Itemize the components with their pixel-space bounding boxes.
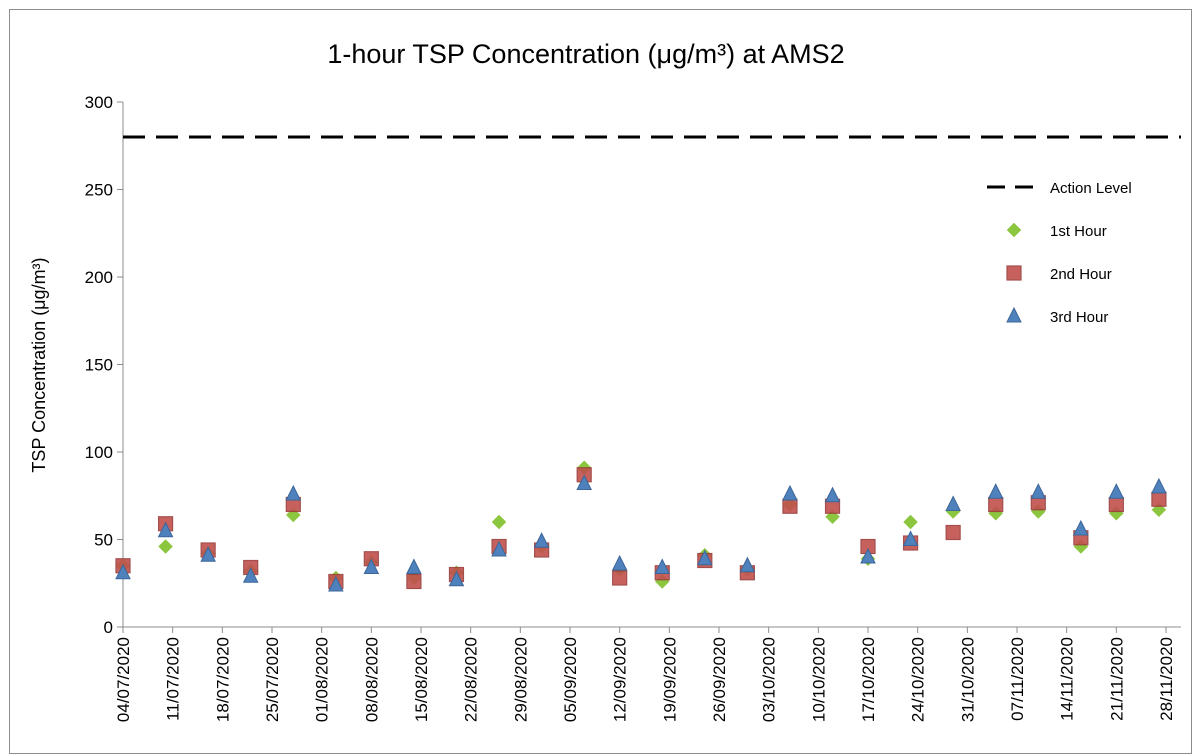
legend-2nd-hour-swatch: [1006, 265, 1022, 281]
legend-3rd-hour-swatch: [1006, 306, 1022, 323]
axes: 0 50 100 150 200 250 300 04/07/2020 11/07/2020 18…: [85, 93, 1181, 722]
point-3rd-hour: [824, 486, 841, 503]
x-tick-label: 12/09/2020: [611, 637, 630, 722]
x-tick-label: 24/10/2020: [909, 637, 928, 722]
x-tick-label: 15/08/2020: [412, 637, 431, 722]
x-tick-label: 10/10/2020: [809, 637, 828, 722]
point-3rd-hour: [902, 530, 919, 546]
legend-2nd-hour-label: 2nd Hour: [1050, 266, 1112, 283]
point-2nd-hour: [612, 570, 628, 586]
point-3rd-hour: [285, 484, 302, 501]
point-2nd-hour: [1108, 496, 1124, 513]
point-2nd-hour: [1151, 491, 1167, 507]
point-3rd-hour: [157, 521, 174, 538]
legend-1st-hour-label: 1st Hour: [1050, 223, 1107, 240]
point-3rd-hour: [1151, 477, 1167, 494]
point-3rd-hour: [860, 547, 876, 564]
point-3rd-hour: [576, 474, 592, 490]
x-tick-label: 22/08/2020: [462, 637, 481, 722]
x-tick-label: 25/07/2020: [263, 637, 282, 722]
y-tick-label: 0: [104, 618, 113, 637]
y-tick-label: 100: [85, 443, 113, 462]
x-tick-label: 18/07/2020: [213, 637, 232, 722]
point-3rd-hour: [1108, 483, 1125, 499]
x-tick-label: 29/08/2020: [511, 637, 530, 722]
point-3rd-hour: [491, 540, 507, 557]
y-tick-label: 200: [85, 268, 113, 287]
point-3rd-hour: [1030, 483, 1047, 499]
point-3rd-hour: [987, 483, 1004, 499]
point-3rd-hour: [363, 558, 380, 574]
x-tick-label: 19/09/2020: [660, 637, 679, 722]
point-3rd-hour: [448, 570, 465, 587]
x-tick-label: 01/08/2020: [313, 637, 332, 722]
x-tick-label: 21/11/2020: [1107, 637, 1126, 721]
y-tick-label: 150: [85, 356, 113, 375]
data-marks: [115, 135, 1181, 592]
x-tick-label: 31/10/2020: [958, 637, 977, 722]
x-tick-label: 17/10/2020: [859, 637, 878, 722]
point-3rd-hour: [611, 554, 628, 571]
point-3rd-hour: [115, 563, 131, 580]
point-3rd-hour: [782, 484, 798, 501]
legend-action-level-label: Action Level: [1050, 180, 1132, 197]
point-3rd-hour: [406, 558, 422, 574]
legend-1st-hour-swatch: [1006, 222, 1022, 238]
x-tick-label: 26/09/2020: [710, 637, 729, 722]
chart-area: [9, 9, 1192, 754]
point-3rd-hour: [328, 575, 344, 592]
point-1st-hour: [903, 514, 918, 530]
x-tick-label: 05/09/2020: [561, 637, 580, 722]
point-3rd-hour: [533, 532, 550, 548]
y-tick-label: 250: [85, 181, 113, 200]
y-tick-label: 300: [85, 93, 113, 112]
point-3rd-hour: [1073, 519, 1089, 536]
x-tick-label: 28/11/2020: [1157, 637, 1176, 721]
point-1st-hour: [491, 514, 507, 530]
point-3rd-hour: [945, 495, 961, 511]
point-3rd-hour: [200, 546, 216, 562]
point-3rd-hour: [697, 549, 713, 566]
legend: Action Level 1st Hour 2nd Hour 3rd Hour: [987, 180, 1132, 326]
point-3rd-hour: [739, 556, 756, 573]
y-tick-label: 50: [94, 531, 113, 550]
point-2nd-hour: [945, 524, 961, 541]
point-1st-hour: [158, 539, 173, 554]
point-3rd-hour: [242, 567, 259, 583]
x-tick-label: 03/10/2020: [760, 637, 779, 722]
x-tick-label: 07/11/2020: [1008, 637, 1027, 721]
legend-3rd-hour-label: 3rd Hour: [1050, 309, 1108, 326]
x-tick-label: 11/07/2020: [164, 637, 183, 721]
point-2nd-hour: [406, 573, 422, 590]
point-3rd-hour: [654, 558, 671, 574]
point-2nd-hour: [988, 496, 1004, 513]
point-2nd-hour: [782, 498, 798, 514]
x-tick-label: 04/07/2020: [114, 637, 133, 722]
x-tick-label: 14/11/2020: [1058, 637, 1077, 721]
y-axis-label: TSP Concentration (μg/m³): [29, 257, 49, 472]
chart-title: 1-hour TSP Concentration (μg/m³) at AMS2: [327, 39, 844, 69]
x-tick-label: 08/08/2020: [362, 637, 381, 722]
